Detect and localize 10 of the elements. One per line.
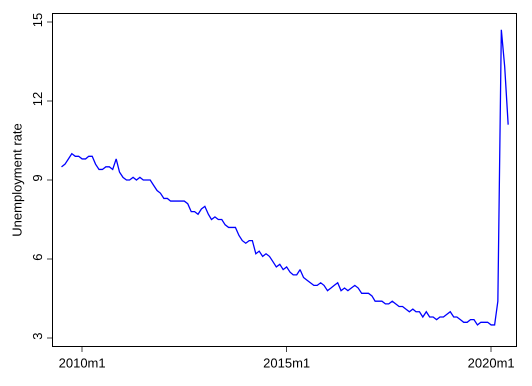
- y-axis-title: Unemployment rate: [10, 123, 25, 237]
- x-tick-label: 2020m1: [468, 356, 515, 371]
- y-tick-label: 12: [30, 92, 45, 106]
- x-tick-label: 2010m1: [58, 356, 106, 371]
- y-tick-label: 6: [30, 253, 45, 261]
- y-tick-label: 9: [30, 174, 45, 182]
- x-tick-label: 2015m1: [263, 356, 310, 371]
- y-tick-label: 3: [30, 332, 45, 340]
- y-tick-label: 15: [30, 12, 45, 28]
- line-series: [60, 29, 509, 326]
